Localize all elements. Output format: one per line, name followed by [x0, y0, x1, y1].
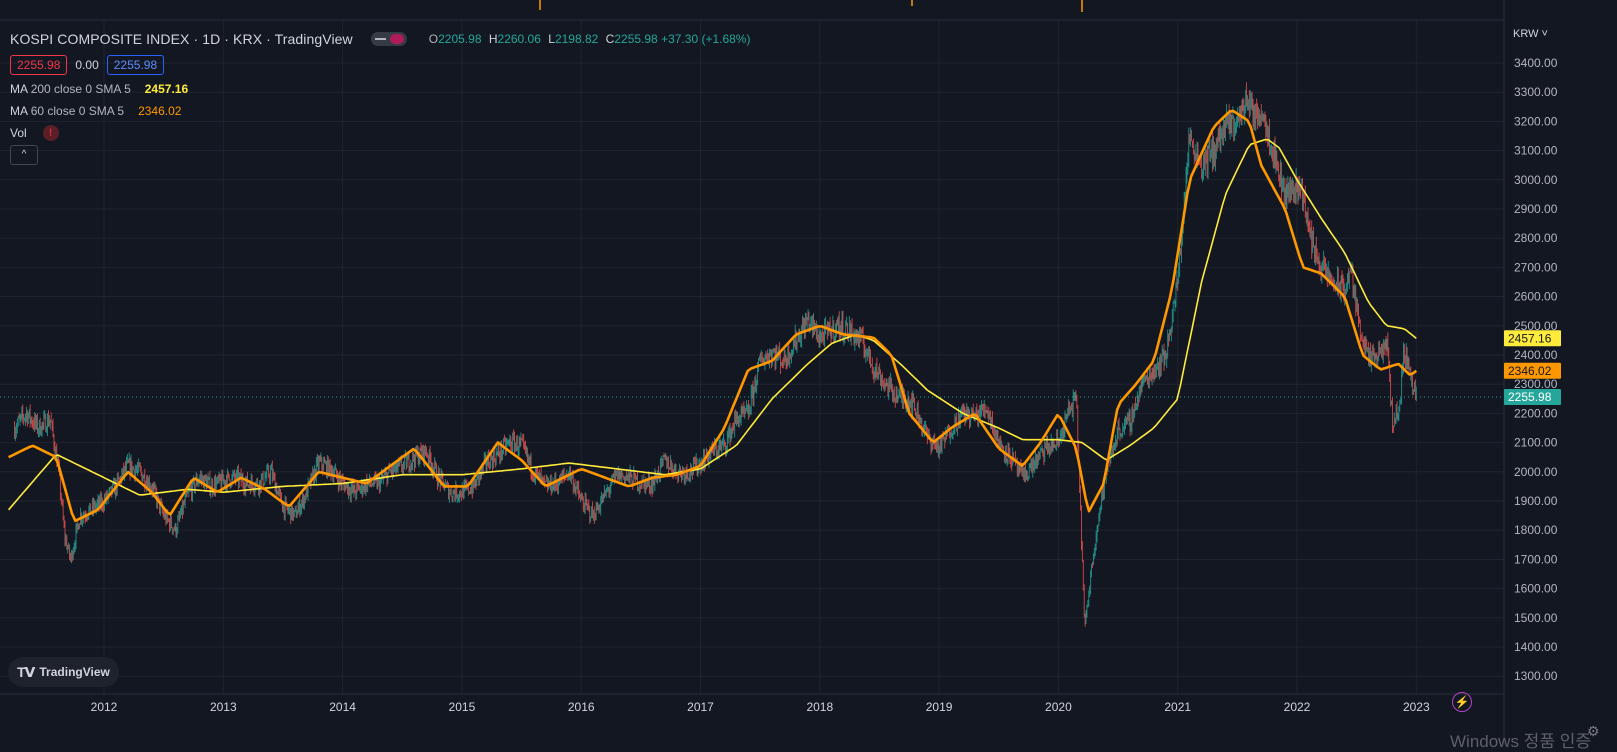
open-value: 2205.98	[438, 32, 482, 46]
chart-legend: KOSPI COMPOSITE INDEX · 1D · KRX · Tradi…	[10, 28, 750, 166]
close-value: 2255.98	[614, 32, 658, 46]
ma60-params: 60 close 0 SMA 5	[30, 104, 125, 118]
x-tick-label: 2017	[687, 700, 714, 714]
y-tick-label: 3200.00	[1514, 114, 1558, 128]
low-value: 2198.82	[554, 32, 599, 46]
x-tick-label: 2012	[91, 700, 118, 714]
price-label-text: 2255.98	[1508, 390, 1552, 404]
ma200-params: 200 close 0 SMA 5	[30, 82, 131, 96]
x-tick-label: 2016	[568, 700, 595, 714]
tradingview-logo[interactable]: T𝗩 TradingView	[8, 657, 119, 687]
y-tick-label: 2100.00	[1514, 436, 1558, 450]
y-tick-label: 2200.00	[1514, 406, 1558, 420]
y-tick-label: 2900.00	[1514, 202, 1558, 216]
x-tick-label: 2022	[1284, 700, 1311, 714]
sell-price-box[interactable]: 2255.98	[10, 55, 68, 75]
gear-icon[interactable]: ⚙	[1587, 723, 1600, 739]
x-tick-label: 2015	[449, 700, 476, 714]
currency-label[interactable]: KRW ˅	[1513, 28, 1548, 40]
y-tick-label: 2400.00	[1514, 348, 1558, 362]
y-tick-label: 1300.00	[1514, 669, 1558, 683]
ma60-line[interactable]	[8, 109, 1418, 523]
visibility-toggle-icon[interactable]	[370, 32, 407, 46]
header-row: KOSPI COMPOSITE INDEX · 1D · KRX · Tradi…	[10, 28, 750, 50]
ma200-row[interactable]: MA 200 close 0 SMA 5 2457.16	[10, 82, 189, 96]
ma200-value: 2457.16	[144, 82, 189, 96]
y-tick-label: 2600.00	[1514, 290, 1558, 304]
x-tick-label: 2021	[1164, 700, 1191, 714]
high-value: 2260.06	[497, 32, 541, 46]
ma200-line[interactable]	[7, 138, 1417, 511]
x-tick-label: 2013	[210, 700, 237, 714]
y-tick-label: 1900.00	[1514, 494, 1558, 508]
ma60-row[interactable]: MA 60 close 0 SMA 5 2346.02	[10, 104, 182, 118]
y-tick-label: 3300.00	[1514, 85, 1558, 99]
y-tick-label: 2500.00	[1514, 319, 1558, 333]
y-tick-label: 2300.00	[1514, 377, 1558, 391]
price-label-2457.16[interactable]	[1504, 330, 1561, 347]
y-tick-label: 3400.00	[1514, 56, 1558, 70]
volume-row[interactable]: Vol !	[10, 122, 750, 144]
x-tick-label: 2014	[329, 700, 356, 714]
y-tick-label: 2000.00	[1514, 465, 1558, 479]
windows-activation-watermark: Windows 정품 인증	[1450, 732, 1591, 751]
error-icon[interactable]: !	[42, 125, 59, 141]
x-tick-label: 2020	[1045, 700, 1072, 714]
spread-value: 0.00	[75, 58, 99, 72]
price-box-row: 2255.98 0.00 2255.98	[10, 54, 750, 76]
y-tick-label: 2800.00	[1514, 231, 1558, 245]
change-value: +37.30 (+1.68%)	[661, 32, 751, 46]
volume-label: Vol	[10, 126, 27, 140]
x-tick-label: 2018	[806, 700, 833, 714]
x-tick-label: 2023	[1403, 700, 1430, 714]
lightning-icon[interactable]: ⚡	[1452, 692, 1472, 712]
collapse-legend-icon[interactable]: ^	[10, 145, 38, 165]
ma60-value: 2346.02	[138, 104, 182, 118]
x-tick-label: 2019	[926, 700, 953, 714]
y-tick-label: 1400.00	[1514, 640, 1558, 654]
price-label-2346.02[interactable]	[1504, 362, 1561, 379]
y-tick-label: 1500.00	[1514, 611, 1558, 625]
symbol-title[interactable]: KOSPI COMPOSITE INDEX · 1D · KRX · Tradi…	[10, 31, 353, 47]
y-tick-label: 1600.00	[1514, 582, 1558, 596]
buy-price-box[interactable]: 2255.98	[106, 55, 165, 75]
y-tick-label: 1700.00	[1514, 552, 1558, 566]
y-tick-label: 1800.00	[1514, 523, 1558, 537]
y-tick-label: 3000.00	[1514, 173, 1558, 187]
price-label-text: 2346.02	[1508, 364, 1552, 378]
price-label-2255.98[interactable]	[1504, 389, 1561, 406]
tv-logo-icon: T𝗩	[17, 663, 35, 680]
price-label-text: 2457.16	[1508, 331, 1552, 345]
y-tick-label: 3100.00	[1514, 144, 1558, 158]
y-tick-label: 2700.00	[1514, 260, 1558, 274]
ohlc-values: O2205.98 H2260.06 L2198.82 C2255.98 +37.…	[428, 32, 751, 46]
collapse-row: ^	[10, 144, 750, 166]
